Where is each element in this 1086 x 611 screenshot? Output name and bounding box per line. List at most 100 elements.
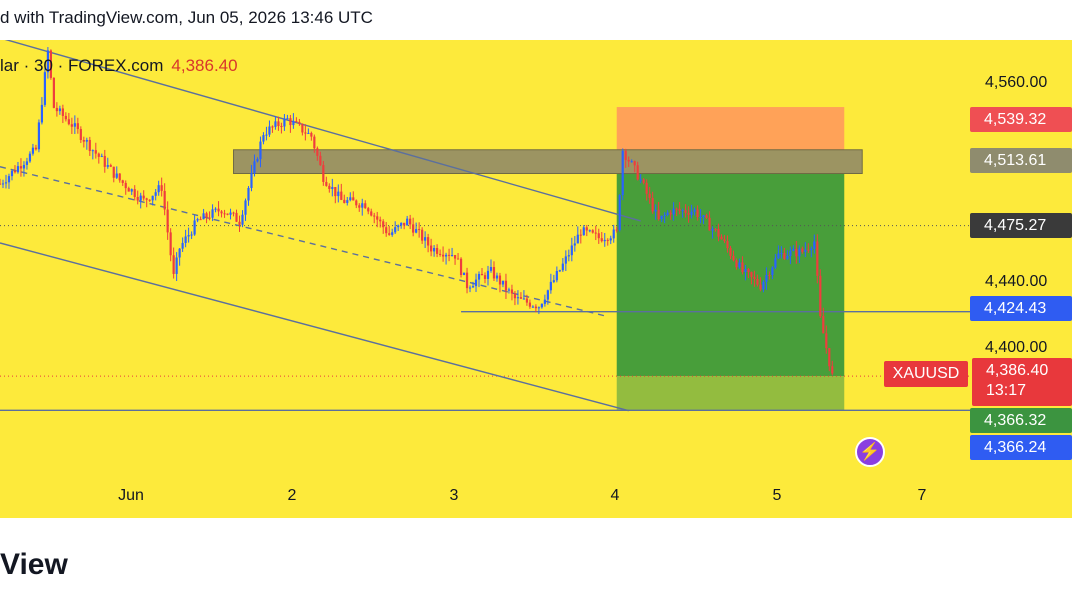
candle-body (789, 250, 792, 257)
candle-body (597, 233, 600, 239)
date-tick: Jun (118, 487, 144, 504)
candle-body (702, 215, 705, 218)
candle-body (714, 228, 717, 230)
candle-body (394, 227, 397, 233)
candle-body (438, 253, 442, 255)
candle-body (268, 126, 271, 135)
candle-body (241, 214, 244, 225)
candle-body (705, 215, 708, 218)
candle-body (406, 218, 409, 226)
candle-body (759, 284, 762, 290)
candle-body (630, 161, 633, 163)
candle-body (498, 275, 502, 285)
candle-body (747, 269, 750, 273)
candle-body (427, 237, 430, 246)
candle-body (756, 278, 759, 285)
candle-body (76, 123, 79, 130)
candle-body (441, 254, 445, 257)
candle-body (534, 306, 537, 309)
candle-body (49, 50, 52, 78)
candle-body (783, 253, 786, 259)
current-price-label: 4,386.40 13:17 (972, 358, 1072, 406)
candle-body (588, 230, 591, 232)
candle-body (435, 247, 439, 254)
candle-body (642, 179, 645, 183)
candle-body (121, 180, 124, 183)
candle-body (750, 272, 753, 277)
candle-body (376, 216, 379, 220)
candle-body (720, 236, 723, 240)
candle-body (582, 227, 585, 236)
date-tick: 4 (610, 487, 620, 504)
candle-body (361, 203, 364, 208)
candle-body (792, 248, 795, 251)
candle-body (223, 213, 226, 215)
candle-body (579, 234, 582, 236)
candle-body (94, 150, 97, 154)
candle-body (492, 267, 496, 279)
candle-body (286, 118, 289, 120)
candle-body (70, 124, 73, 127)
candle-body (337, 191, 340, 197)
price-chart[interactable] (0, 40, 1072, 518)
candle-body (771, 267, 774, 276)
candle-body (403, 222, 406, 226)
candle-body (798, 248, 801, 257)
candle-body (397, 225, 400, 228)
candle-body (172, 255, 175, 274)
candle-body (385, 227, 388, 234)
candle-body (657, 209, 660, 220)
candle-body (648, 193, 651, 198)
candle-body (100, 155, 103, 157)
candle-body (615, 229, 618, 231)
lightning-icon[interactable]: ⚡ (855, 437, 885, 467)
candle-body (316, 148, 319, 156)
candle-body (660, 215, 663, 220)
candle-body (169, 232, 172, 256)
candle-body (525, 298, 529, 303)
candle-body (777, 253, 780, 259)
candle-body (340, 191, 343, 200)
candle-body (624, 150, 627, 160)
candle-body (31, 147, 35, 154)
candle-body (238, 221, 241, 225)
candle-body (193, 220, 196, 235)
candle-body (235, 212, 238, 222)
candle-body (480, 273, 484, 276)
candle-body (678, 208, 681, 211)
candle-body (822, 316, 825, 334)
candle-body (504, 280, 508, 291)
entry-price-label: 4,513.61 (970, 148, 1072, 173)
symbol-legend[interactable]: lar · 30 · FOREX.com 4,386.40 (0, 56, 238, 76)
candle-body (424, 237, 427, 241)
candle-body (64, 115, 67, 120)
bar-countdown: 13:17 (986, 382, 1027, 399)
candle-body (762, 281, 765, 290)
candle-body (690, 211, 693, 215)
candle-body (810, 248, 813, 251)
candle-body (214, 208, 217, 210)
candle-body (561, 263, 564, 271)
candle-body (226, 213, 229, 215)
candle-body (519, 297, 523, 299)
candle-body (364, 203, 367, 209)
chart-pane[interactable] (0, 40, 1072, 518)
take-profit-zone (616, 160, 845, 377)
candle-body (82, 140, 85, 142)
candle-body (711, 228, 714, 231)
candle-body (115, 173, 118, 178)
candle-body (654, 209, 657, 212)
candle-body (133, 189, 136, 197)
candle-body (471, 286, 475, 288)
candle-body (370, 211, 373, 216)
candle-body (513, 293, 517, 299)
candle-body (127, 188, 130, 192)
trend-channel-line (4, 40, 641, 222)
candle-body (349, 197, 352, 201)
date-tick: 3 (449, 487, 459, 504)
candle-body (600, 238, 603, 242)
candle-body (19, 166, 23, 169)
stop-price-label: 4,539.32 (970, 107, 1072, 132)
candle-body (259, 141, 262, 160)
candle-body (157, 185, 160, 193)
